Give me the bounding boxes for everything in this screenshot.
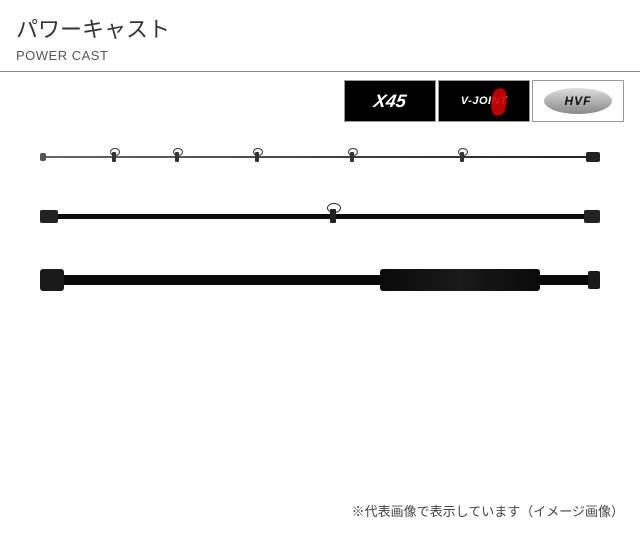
image-notice: ※代表画像で表示しています（イメージ画像） <box>352 501 624 520</box>
badge-hvf: HVF <box>532 80 624 122</box>
product-image-area <box>0 126 640 305</box>
rod-guide <box>112 152 116 162</box>
badge-hvf-label: HVF <box>565 94 592 108</box>
title-japanese: パワーキャスト <box>16 12 624 44</box>
rod-piece-middle <box>40 214 600 219</box>
rod-piece-handle <box>40 275 600 285</box>
rod-guide <box>460 152 464 162</box>
rod-guide-middle <box>330 209 336 223</box>
badge-x45-label: X45 <box>372 91 408 112</box>
rod-guide <box>175 152 179 162</box>
badge-vjoint: V-JOINT <box>438 80 530 122</box>
hvf-oval-icon: HVF <box>544 88 612 114</box>
rod-guide <box>350 152 354 162</box>
badge-x45: X45 <box>344 80 436 122</box>
rod-guide <box>255 152 259 162</box>
product-header: パワーキャスト POWER CAST <box>0 0 640 72</box>
rod-piece-top <box>40 156 600 158</box>
tech-badges-row: X45 V-JOINT HVF <box>0 72 640 126</box>
title-english: POWER CAST <box>16 48 624 63</box>
reel-seat <box>380 269 540 291</box>
